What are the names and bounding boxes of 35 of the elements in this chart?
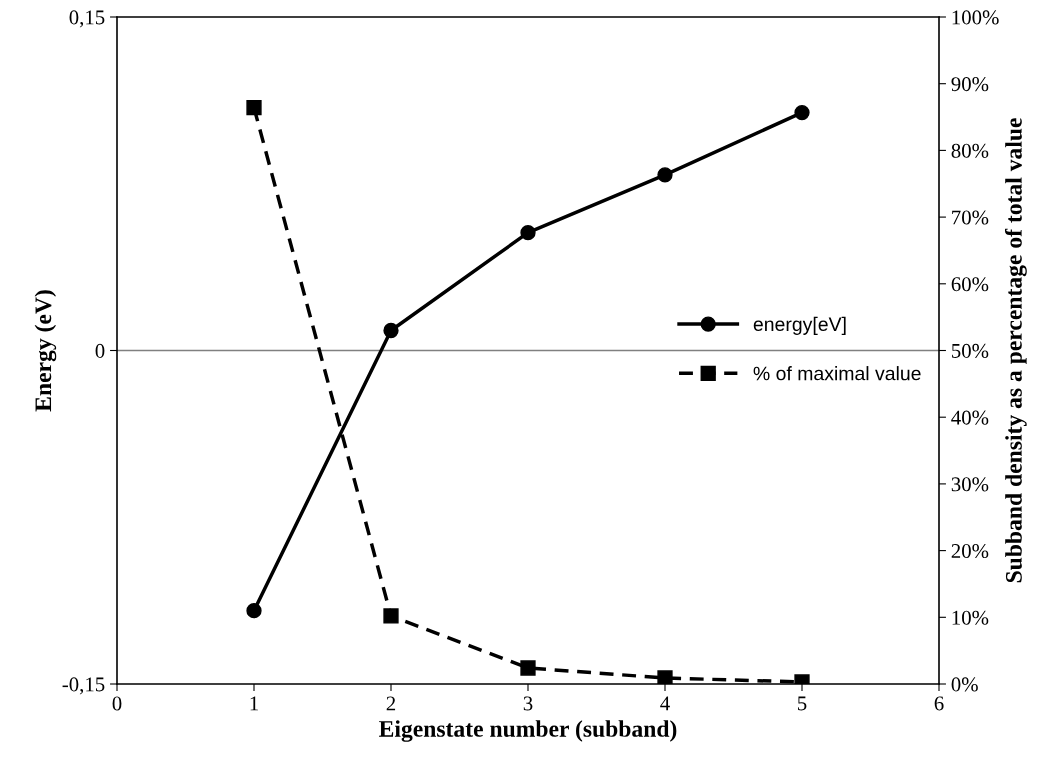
point	[657, 670, 673, 684]
y-tick-label: 0	[95, 343, 105, 358]
y2-tick-label: 60%	[951, 277, 989, 292]
point	[657, 167, 673, 183]
x-tick-label: 2	[386, 696, 396, 711]
y2-tick-label: 10%	[952, 610, 989, 625]
y-axis-title: Energy (eV)	[34, 290, 57, 412]
y2-tick-label: 50%	[952, 343, 989, 358]
y2-tick-label: 100%	[952, 10, 999, 25]
legend-label: % of maximal value	[753, 366, 921, 381]
y2-tick-label: 70%	[952, 210, 989, 225]
point	[520, 660, 536, 676]
y2-tick-label: 30%	[951, 477, 989, 492]
point	[383, 322, 399, 339]
x-tick-label: 4	[660, 696, 670, 711]
y2-tick-label: 90%	[951, 77, 989, 92]
x-tick-label: 3	[523, 696, 533, 711]
y2-tick-label: 20%	[951, 543, 989, 559]
x-tick-label: 5	[798, 696, 807, 711]
y2-tick-label: 40%	[951, 410, 989, 425]
point	[383, 608, 399, 624]
point	[246, 100, 262, 116]
point	[520, 225, 536, 241]
y-tick-label: 0,15	[69, 10, 105, 28]
y2-tick-label: 0%	[951, 677, 978, 692]
y2-axis-title: Subband density as a percentage of total value	[1004, 118, 1027, 583]
x-axis-title: Eigenstate number (subband)	[379, 720, 677, 742]
x-tick-label: 0	[112, 696, 122, 711]
x-tick-label: 6	[934, 696, 944, 711]
y2-tick-label: 80%	[951, 143, 989, 158]
x-tick-label: 1	[250, 696, 258, 711]
point	[794, 104, 810, 121]
point	[246, 602, 262, 619]
legend-label: energy[eV]	[753, 316, 846, 335]
y-tick-label: -0,15	[62, 677, 105, 695]
